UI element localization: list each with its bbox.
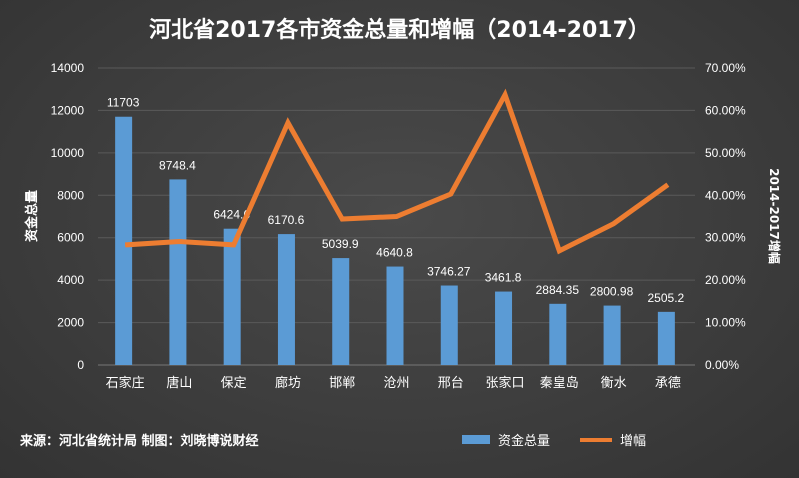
bar-data-label: 4640.8 — [376, 246, 413, 260]
legend-label-line: 增幅 — [620, 434, 647, 449]
y-axis-title: 资金总量 — [24, 190, 40, 242]
x-tick-label: 衡水 — [601, 376, 627, 391]
y-tick-label: 6000 — [57, 231, 84, 245]
bar — [332, 258, 350, 365]
y-right-tick-label: 20.00% — [705, 273, 746, 287]
growth-line — [124, 88, 670, 255]
y-right-tick-label: 70.00% — [705, 61, 746, 75]
x-tick-label: 邢台 — [438, 376, 464, 391]
bar — [657, 311, 675, 365]
x-tick-label: 邯郸 — [329, 376, 355, 391]
y-right-tick-label: 50.00% — [705, 146, 746, 160]
y-right-tick-label: 60.00% — [705, 103, 746, 117]
bar — [169, 179, 187, 365]
bar-data-label: 3746.27 — [427, 265, 471, 279]
y-right-tick-label: 30.00% — [705, 231, 746, 245]
x-tick-label: 石家庄 — [106, 375, 145, 391]
bar — [386, 266, 404, 365]
y-tick-label: 2000 — [57, 316, 84, 330]
x-tick-label: 张家口 — [486, 375, 525, 391]
legend-bar-swatch — [462, 435, 490, 444]
chart-title: 河北省2017各市资金总量和增幅（2014-2017） — [149, 18, 650, 43]
bar — [440, 285, 458, 365]
y-tick-label: 12000 — [51, 103, 85, 117]
y-tick-label: 14000 — [51, 61, 85, 75]
x-tick-label: 秦皇岛 — [540, 375, 579, 391]
bar-data-label: 8748.4 — [159, 158, 196, 172]
bar — [603, 305, 621, 365]
bar-data-label: 11703 — [107, 96, 140, 110]
x-tick-label: 保定 — [221, 376, 247, 391]
bar-data-label: 3461.8 — [485, 271, 522, 285]
bar-data-label: 2800.98 — [590, 285, 634, 299]
legend-label-bar: 资金总量 — [498, 434, 551, 449]
x-tick-label: 沧州 — [383, 375, 409, 391]
bar-data-label: 6424.6 — [213, 208, 250, 222]
y-tick-label: 0 — [77, 358, 84, 372]
bar — [223, 228, 241, 365]
bar — [495, 291, 513, 365]
bar — [277, 234, 295, 365]
legend-line-swatch — [580, 437, 613, 442]
legend: 资金总量 增幅 — [462, 430, 646, 449]
bar-data-label: 2505.2 — [648, 291, 685, 305]
bar-data-label: 2884.35 — [536, 283, 580, 297]
y-right-axis-title: 2014-2017增幅 — [767, 168, 782, 264]
x-tick-label: 唐山 — [166, 375, 192, 391]
y-tick-label: 4000 — [57, 273, 84, 287]
bar-data-label: 5039.9 — [322, 237, 359, 251]
y-tick-label: 10000 — [51, 146, 85, 160]
y-right-tick-label: 40.00% — [705, 188, 746, 202]
bar — [549, 303, 567, 365]
y-right-tick-label: 10.00% — [705, 316, 746, 330]
y-right-tick-label: 0.00% — [705, 358, 739, 372]
bar-data-label: 6170.6 — [268, 213, 305, 227]
y-tick-label: 8000 — [57, 188, 84, 202]
x-tick-label: 廊坊 — [275, 375, 301, 391]
bar — [115, 116, 133, 365]
x-tick-label: 承德 — [655, 376, 681, 391]
source-note: 来源：河北省统计局 制图：刘晓博说财经 — [20, 434, 259, 449]
